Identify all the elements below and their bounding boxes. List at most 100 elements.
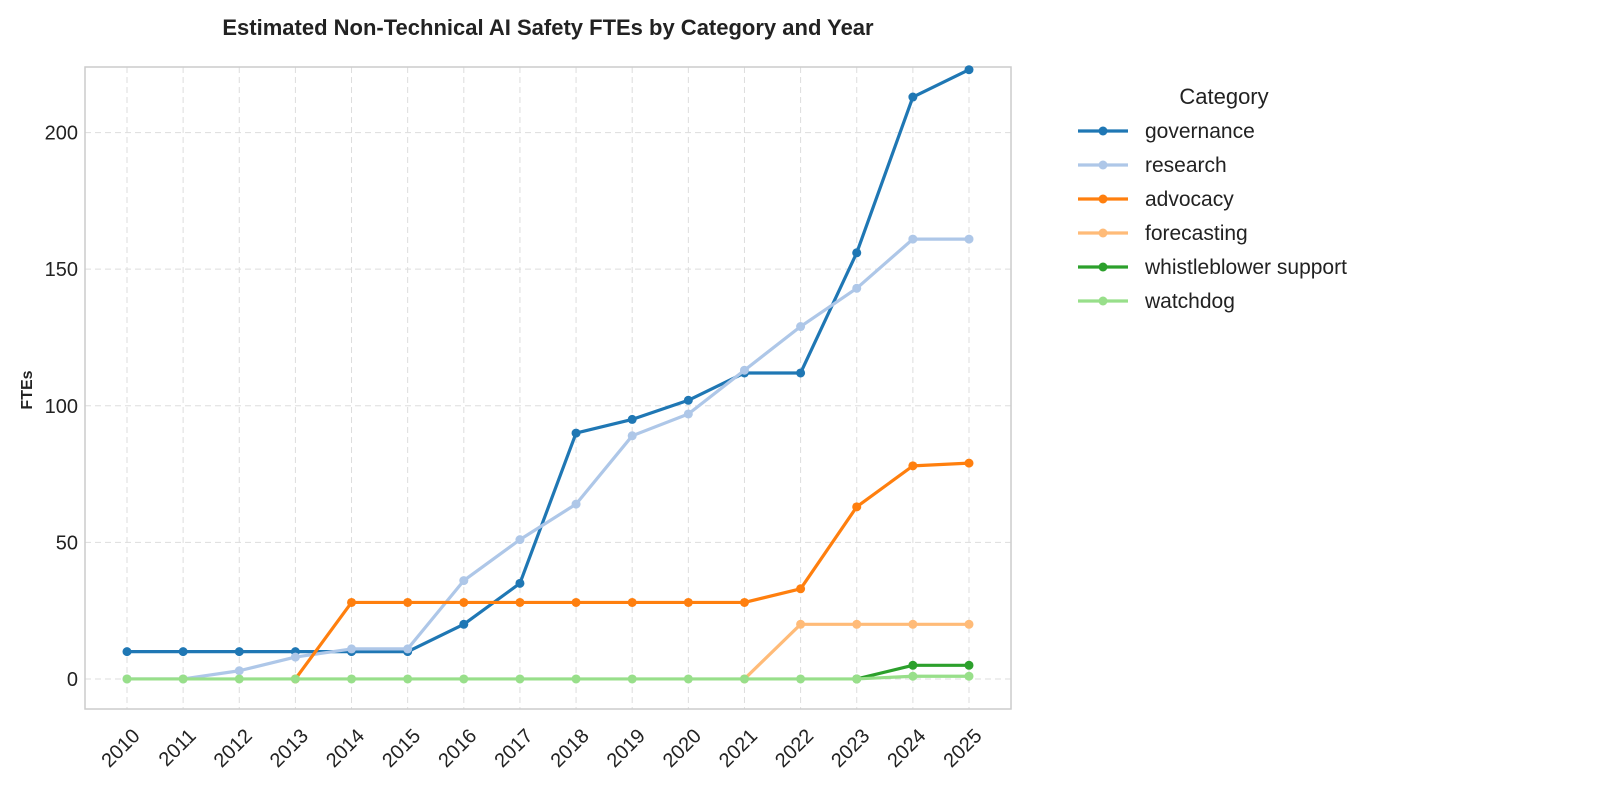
legend-label: whistleblower support — [1144, 256, 1347, 279]
data-point — [459, 674, 469, 684]
data-point — [796, 584, 806, 594]
data-point — [908, 619, 918, 629]
data-point — [459, 619, 469, 629]
x-tick-label: 2018 — [547, 725, 594, 772]
data-point — [515, 674, 525, 684]
x-tick-label: 2024 — [883, 725, 930, 772]
x-tick-label: 2014 — [322, 725, 369, 772]
data-point — [627, 414, 637, 424]
data-point — [852, 248, 862, 258]
chart-title: Estimated Non-Technical AI Safety FTEs b… — [222, 15, 874, 40]
x-tick-label: 2023 — [827, 725, 874, 772]
data-point — [964, 619, 974, 629]
y-tick-label: 200 — [45, 123, 78, 145]
legend-item: watchdog — [1078, 290, 1235, 313]
series-advocacy — [290, 458, 974, 684]
y-axis-label: FTEs — [19, 370, 36, 409]
data-point — [908, 92, 918, 102]
data-point — [739, 365, 749, 375]
series-layer — [122, 65, 974, 684]
series-line — [127, 68, 970, 654]
data-point — [683, 395, 693, 405]
data-point — [403, 644, 413, 654]
data-point — [571, 499, 581, 509]
y-tick-label: 150 — [45, 259, 78, 281]
series-line — [127, 674, 969, 681]
data-point — [459, 576, 469, 586]
data-point — [515, 597, 525, 607]
data-point — [852, 283, 862, 293]
data-point — [571, 597, 581, 607]
legend-item: advocacy — [1078, 188, 1234, 211]
data-point — [964, 65, 974, 75]
data-point — [964, 234, 974, 244]
legend-marker — [1098, 126, 1108, 136]
legend-label: watchdog — [1144, 290, 1235, 313]
y-tick-label: 0 — [67, 669, 78, 691]
data-point — [347, 644, 357, 654]
series-governance — [122, 65, 974, 657]
legend-label: advocacy — [1145, 188, 1234, 211]
data-point — [908, 461, 918, 471]
x-tick-label: 2012 — [210, 725, 257, 772]
data-point — [908, 671, 918, 681]
x-tick-label: 2016 — [434, 725, 481, 772]
legend: Category governance research advocacy forec… — [1078, 84, 1347, 313]
x-tick-label: 2013 — [266, 725, 313, 772]
data-point — [515, 535, 525, 545]
x-tick-label: 2015 — [378, 725, 425, 772]
legend-item: research — [1078, 154, 1227, 177]
data-point — [515, 578, 525, 588]
data-point — [852, 502, 862, 512]
data-point — [796, 368, 806, 378]
data-point — [571, 674, 581, 684]
y-tick-label: 100 — [45, 396, 78, 418]
x-axis-ticks: 2010 2011 2012 2013 2014 2015 2016 2017 2018 2019… — [98, 725, 987, 772]
data-point — [796, 322, 806, 332]
x-tick-label: 2017 — [490, 725, 537, 772]
data-point — [908, 234, 918, 244]
x-tick-label: 2021 — [715, 725, 762, 772]
series-research — [122, 234, 974, 684]
data-point — [290, 652, 300, 662]
data-point — [403, 674, 413, 684]
legend-title: Category — [1179, 84, 1268, 109]
data-point — [347, 674, 357, 684]
legend-item: forecasting — [1078, 222, 1248, 245]
x-tick-label: 2022 — [771, 725, 818, 772]
data-point — [796, 619, 806, 629]
legend-label: research — [1145, 154, 1227, 177]
series-line — [127, 237, 969, 681]
data-point — [178, 674, 188, 684]
data-point — [852, 619, 862, 629]
x-tick-label: 2020 — [659, 725, 706, 772]
data-point — [683, 674, 693, 684]
data-point — [852, 674, 862, 684]
data-point — [403, 597, 413, 607]
data-point — [234, 674, 244, 684]
data-point — [739, 597, 749, 607]
legend-marker — [1098, 296, 1108, 306]
legend-label: governance — [1145, 120, 1255, 143]
data-point — [234, 666, 244, 676]
data-point — [627, 597, 637, 607]
data-point — [459, 597, 469, 607]
data-point — [908, 660, 918, 670]
data-point — [234, 647, 244, 657]
x-tick-label: 2025 — [940, 725, 987, 772]
x-tick-label: 2011 — [155, 725, 201, 771]
data-point — [290, 674, 300, 684]
plot-area — [84, 66, 1012, 710]
data-point — [683, 597, 693, 607]
data-point — [627, 431, 637, 441]
data-point — [964, 660, 974, 670]
data-point — [964, 458, 974, 468]
data-point — [683, 409, 693, 419]
legend-label: forecasting — [1145, 222, 1248, 245]
data-point — [178, 647, 188, 657]
legend-item: whistleblower support — [1078, 256, 1347, 279]
legend-marker — [1098, 194, 1108, 204]
data-point — [627, 674, 637, 684]
legend-marker — [1098, 160, 1108, 170]
